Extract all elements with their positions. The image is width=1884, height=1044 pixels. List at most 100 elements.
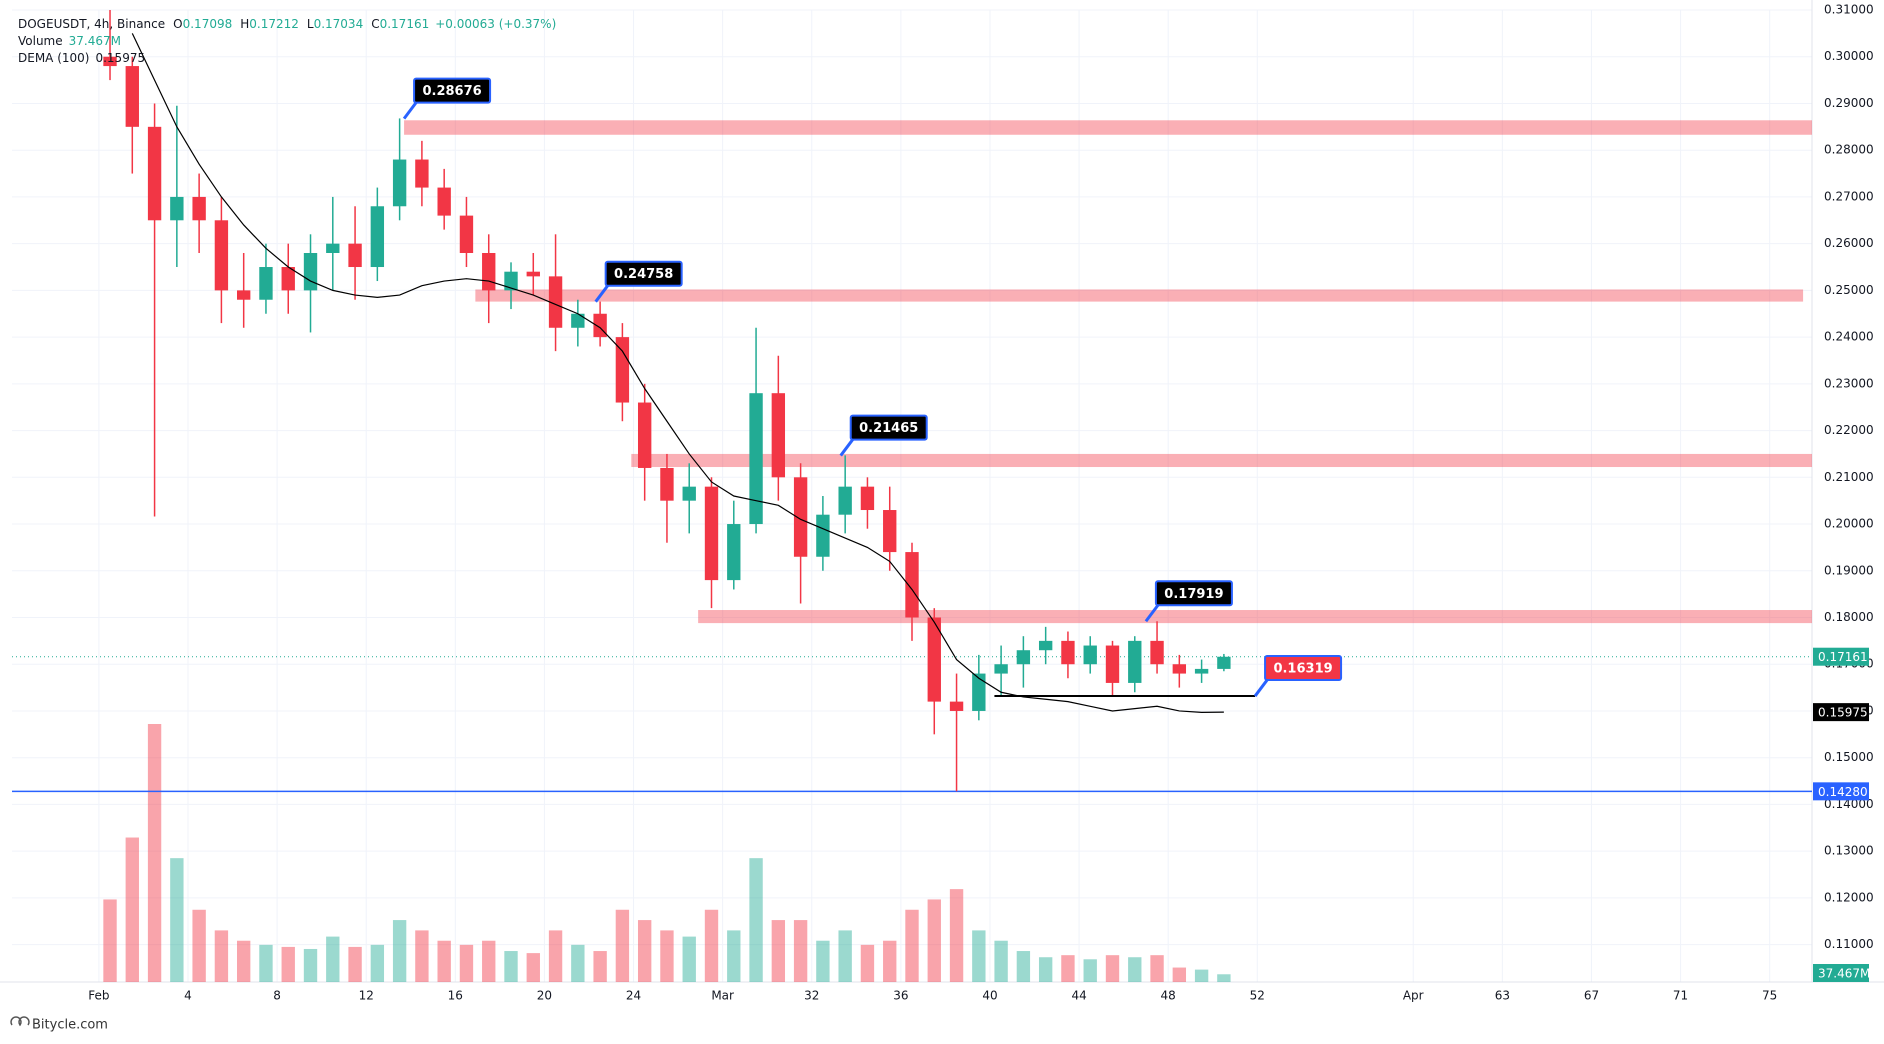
callout-pointer [1253, 679, 1269, 697]
y-tick-label: 0.12000 [1824, 890, 1874, 904]
callout-label: 0.21465 [859, 421, 918, 436]
volume-bar [548, 930, 563, 982]
candle-body [370, 206, 385, 268]
volume-bar [593, 951, 607, 982]
candle-body [727, 524, 741, 581]
volume-bar [1083, 959, 1097, 982]
volume-bar [1061, 955, 1075, 982]
y-tick-label: 0.25000 [1824, 283, 1874, 297]
legend-text: 0.17161 [380, 17, 430, 31]
legend-dema: DEMA (100) 0.15975 [18, 51, 145, 65]
callout-pointer [839, 438, 854, 457]
volume-bar [571, 944, 585, 982]
volume-bar [727, 930, 741, 982]
x-tick-label: 63 [1495, 989, 1510, 1003]
volume-bar [704, 909, 719, 982]
volume-bar [504, 951, 518, 982]
volume-bar [793, 920, 808, 982]
candle-body [281, 267, 295, 291]
x-tick-label: 67 [1584, 989, 1599, 1003]
volume-bar [147, 724, 162, 982]
y-tick-label: 0.29000 [1824, 96, 1874, 110]
callout-box [849, 414, 928, 441]
candle-body [793, 477, 808, 557]
callout-pointer [1144, 604, 1160, 623]
legend-text: O [173, 17, 182, 31]
x-tick-label: 20 [537, 989, 552, 1003]
legend-text: DEMA (100) [18, 51, 89, 65]
candle-body [415, 159, 429, 188]
callout-box [413, 77, 492, 104]
volume-bar [816, 940, 830, 982]
x-tick-label: Mar [711, 989, 734, 1003]
volume-bar [1038, 957, 1053, 982]
volume-bar [972, 930, 986, 982]
candle-body [326, 243, 340, 253]
candle-body [1194, 668, 1209, 674]
candle-body [303, 253, 318, 291]
volume-bar [192, 909, 206, 982]
volume-bar [1128, 957, 1142, 982]
candle-body [103, 56, 117, 67]
resistance-zone [631, 453, 1813, 468]
price-marker: 0.15975 [1818, 706, 1868, 720]
y-tick-label: 0.26000 [1824, 236, 1874, 250]
callout-label: 0.17919 [1164, 587, 1223, 602]
volume-bar [660, 930, 674, 982]
candle-body [459, 215, 474, 253]
x-tick-label: 75 [1762, 989, 1777, 1003]
x-tick-label: Apr [1403, 989, 1424, 1003]
candle-body [437, 187, 451, 216]
volume-bar [838, 930, 852, 982]
volume-bar [125, 837, 139, 982]
volume-bar [103, 899, 117, 982]
candle-body [526, 271, 540, 277]
volume-bar [1016, 951, 1031, 982]
volume-bar [170, 858, 184, 982]
legend-text: 0.17098 [183, 17, 233, 31]
support-marker-bg [1813, 782, 1869, 801]
volume-bar [303, 948, 318, 982]
y-tick-label: 0.18000 [1824, 610, 1874, 624]
y-tick-label: 0.13000 [1824, 844, 1874, 858]
volume-bar [392, 920, 407, 982]
volume-bar [1150, 955, 1164, 982]
candle-body [838, 486, 852, 515]
logo-icon [10, 1016, 30, 1027]
volume-bar [259, 944, 273, 982]
candle-body [994, 664, 1008, 674]
candle-body [1217, 656, 1231, 669]
volume-bar [526, 953, 540, 982]
candle-body [482, 253, 496, 291]
legend-text: H [240, 17, 249, 31]
resistance-zone [475, 289, 1804, 302]
price-marker: 0.17161 [1818, 650, 1868, 664]
candle-body [637, 402, 652, 468]
y-tick-label: 0.31000 [1824, 3, 1874, 17]
volume-bar [682, 936, 696, 982]
x-tick-label: 44 [1071, 989, 1086, 1003]
candle-body [348, 243, 362, 268]
resistance-zone [698, 610, 1812, 624]
x-tick-label: 16 [448, 989, 463, 1003]
y-tick-label: 0.19000 [1824, 563, 1874, 577]
candle-body [660, 467, 674, 501]
volume-bar [237, 940, 251, 982]
candle-body [392, 159, 407, 207]
candle-body [949, 701, 964, 711]
x-tick-label: 32 [804, 989, 819, 1003]
y-tick-label: 0.22000 [1824, 423, 1874, 437]
candle-body [548, 276, 563, 328]
legend-text: Volume [18, 34, 63, 48]
volume-bar [459, 944, 474, 982]
y-tick-label: 0.11000 [1824, 937, 1874, 951]
legend-text: 0.17034 [314, 17, 364, 31]
volume-bar [905, 909, 919, 982]
y-tick-label: 0.30000 [1824, 49, 1874, 63]
volume-bar [1217, 974, 1231, 982]
y-tick-label: 0.14000 [1824, 797, 1874, 811]
candle-body [571, 313, 585, 328]
candle-body [237, 290, 251, 300]
x-tick-label: 40 [982, 989, 997, 1003]
